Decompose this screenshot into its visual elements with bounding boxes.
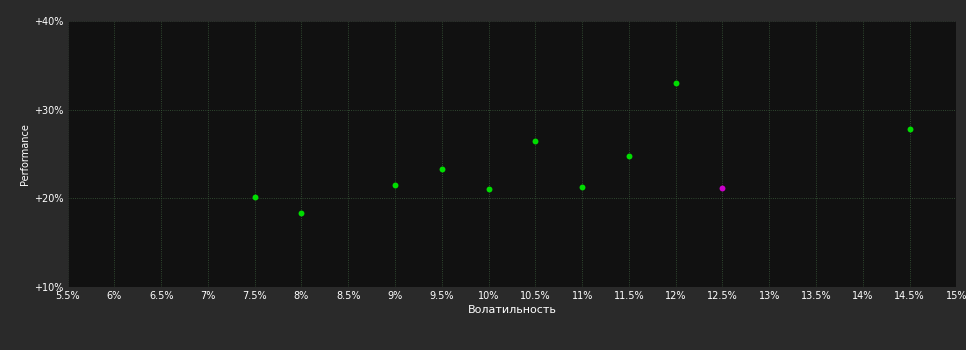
Point — [481, 187, 497, 192]
Point — [715, 185, 730, 190]
Point — [387, 182, 403, 188]
Point — [668, 80, 683, 86]
Point — [294, 211, 309, 216]
Point — [434, 166, 449, 172]
Point — [527, 138, 543, 144]
X-axis label: Волатильность: Волатильность — [468, 305, 556, 315]
Y-axis label: Performance: Performance — [19, 123, 30, 185]
Point — [902, 126, 918, 132]
Point — [575, 184, 590, 190]
Point — [247, 195, 263, 200]
Point — [621, 153, 637, 159]
